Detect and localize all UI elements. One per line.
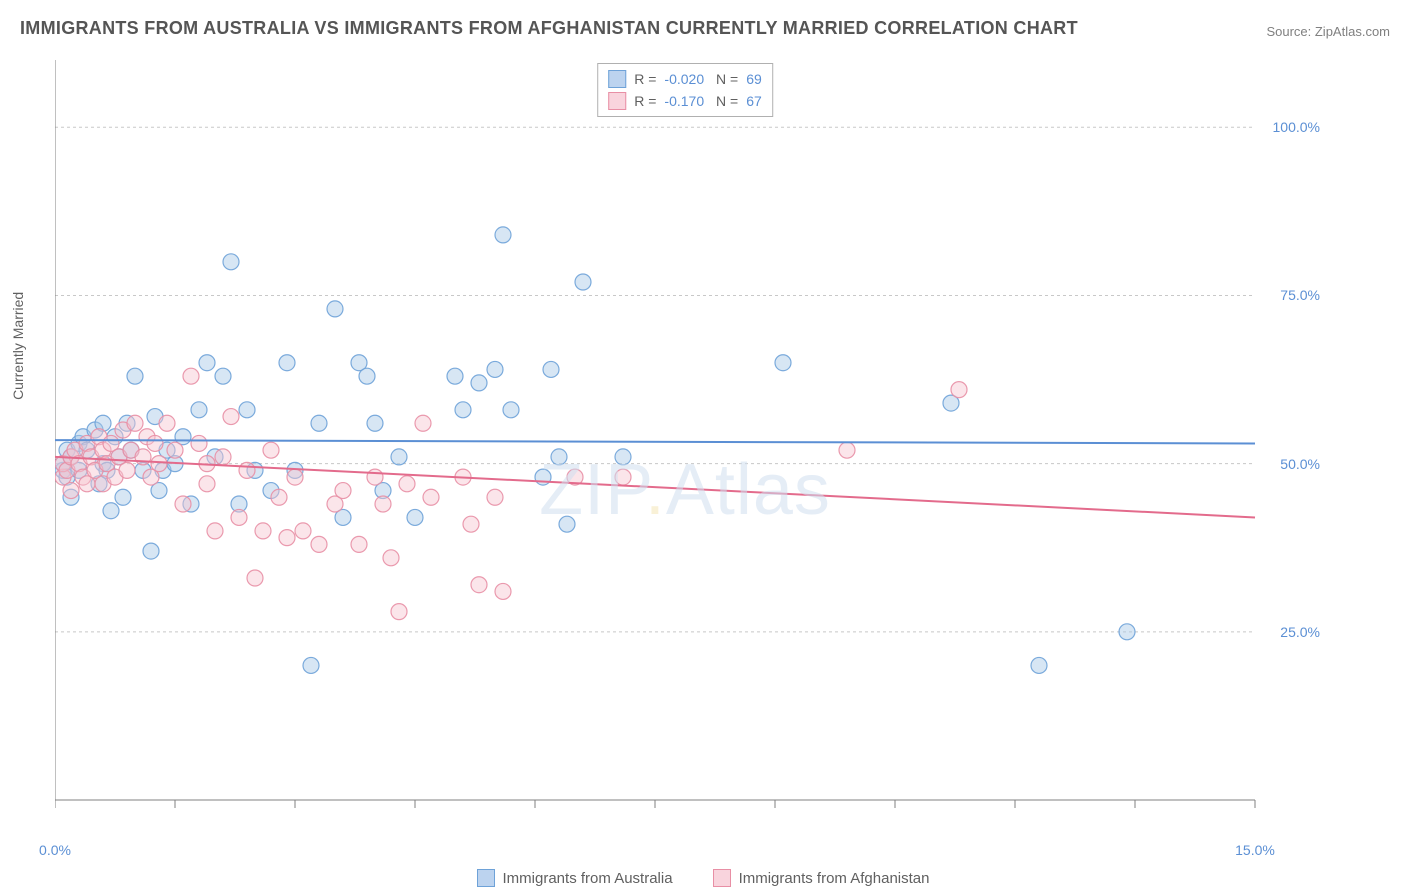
correlation-row-australia: R =-0.020 N =69 (608, 68, 762, 90)
y-tick-label: 50.0% (1280, 456, 1320, 472)
data-point (471, 577, 487, 593)
data-point (263, 442, 279, 458)
data-point (115, 489, 131, 505)
correlation-legend: R =-0.020 N =69 R =-0.170 N =67 (597, 63, 773, 117)
data-point (103, 503, 119, 519)
data-point (303, 657, 319, 673)
data-point (151, 456, 167, 472)
chart-svg (55, 60, 1315, 830)
data-point (503, 402, 519, 418)
data-point (551, 449, 567, 465)
n-value-australia: 69 (746, 68, 762, 90)
data-point (223, 409, 239, 425)
data-point (147, 435, 163, 451)
data-point (471, 375, 487, 391)
data-point (183, 368, 199, 384)
trend-line (55, 440, 1255, 443)
swatch-australia-icon (477, 869, 495, 887)
data-point (279, 530, 295, 546)
scatter-plot-area: ZIP.Atlas R =-0.020 N =69 R =-0.170 N =6… (55, 60, 1315, 830)
data-point (1031, 657, 1047, 673)
data-point (311, 536, 327, 552)
source-attribution: Source: ZipAtlas.com (1266, 24, 1390, 39)
y-tick-label: 100.0% (1273, 119, 1320, 135)
data-point (1119, 624, 1135, 640)
data-point (191, 402, 207, 418)
x-tick-label: 15.0% (1235, 842, 1275, 858)
data-point (447, 368, 463, 384)
swatch-afghanistan (608, 92, 626, 110)
data-point (335, 483, 351, 499)
data-point (327, 301, 343, 317)
data-point (615, 449, 631, 465)
data-point (199, 476, 215, 492)
data-point (191, 435, 207, 451)
data-point (487, 361, 503, 377)
data-point (399, 476, 415, 492)
swatch-afghanistan-icon (713, 869, 731, 887)
data-point (351, 536, 367, 552)
data-point (127, 415, 143, 431)
data-point (407, 509, 423, 525)
legend-label-australia: Immigrants from Australia (503, 870, 673, 887)
y-tick-label: 25.0% (1280, 624, 1320, 640)
data-point (175, 496, 191, 512)
data-point (279, 355, 295, 371)
data-point (615, 469, 631, 485)
data-point (207, 523, 223, 539)
data-point (543, 361, 559, 377)
data-point (463, 516, 479, 532)
data-point (287, 469, 303, 485)
data-point (775, 355, 791, 371)
x-tick-label: 0.0% (39, 842, 71, 858)
n-value-afghanistan: 67 (746, 90, 762, 112)
y-tick-label: 75.0% (1280, 287, 1320, 303)
data-point (487, 489, 503, 505)
data-point (255, 523, 271, 539)
legend-label-afghanistan: Immigrants from Afghanistan (739, 870, 930, 887)
data-point (127, 368, 143, 384)
data-point (143, 543, 159, 559)
data-point (271, 489, 287, 505)
data-point (311, 415, 327, 431)
data-point (391, 604, 407, 620)
data-point (295, 523, 311, 539)
data-point (383, 550, 399, 566)
correlation-row-afghanistan: R =-0.170 N =67 (608, 90, 762, 112)
r-value-australia: -0.020 (664, 68, 704, 90)
data-point (951, 382, 967, 398)
data-point (63, 483, 79, 499)
series-legend: Immigrants from Australia Immigrants fro… (0, 869, 1406, 887)
y-axis-label: Currently Married (10, 292, 26, 400)
swatch-australia (608, 70, 626, 88)
data-point (223, 254, 239, 270)
data-point (415, 415, 431, 431)
data-point (247, 570, 263, 586)
data-point (495, 227, 511, 243)
data-point (559, 516, 575, 532)
r-value-afghanistan: -0.170 (664, 90, 704, 112)
legend-item-afghanistan: Immigrants from Afghanistan (713, 869, 930, 887)
data-point (359, 368, 375, 384)
data-point (575, 274, 591, 290)
data-point (375, 496, 391, 512)
data-point (231, 509, 247, 525)
data-point (495, 583, 511, 599)
data-point (159, 415, 175, 431)
data-point (215, 368, 231, 384)
data-point (423, 489, 439, 505)
data-point (391, 449, 407, 465)
chart-title: IMMIGRANTS FROM AUSTRALIA VS IMMIGRANTS … (20, 18, 1078, 39)
data-point (455, 402, 471, 418)
data-point (239, 402, 255, 418)
data-point (239, 462, 255, 478)
data-point (167, 442, 183, 458)
data-point (367, 415, 383, 431)
data-point (367, 469, 383, 485)
data-point (199, 355, 215, 371)
data-point (119, 462, 135, 478)
data-point (839, 442, 855, 458)
legend-item-australia: Immigrants from Australia (477, 869, 673, 887)
data-point (215, 449, 231, 465)
